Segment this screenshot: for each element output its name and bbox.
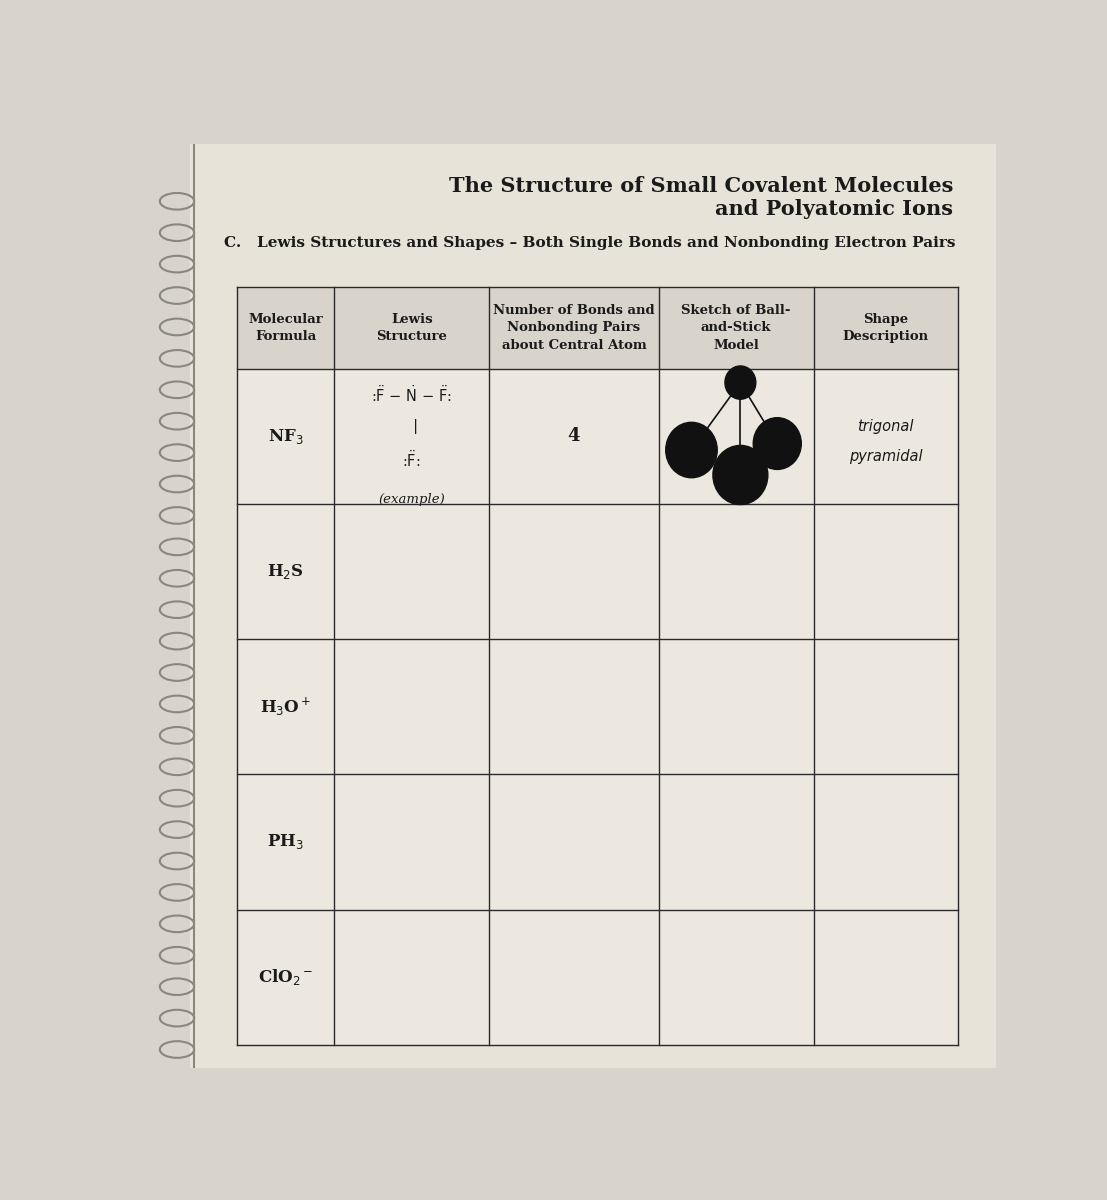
Text: pyramidal: pyramidal: [849, 449, 922, 464]
Text: NF$_3$: NF$_3$: [268, 427, 303, 445]
Text: C.   Lewis Structures and Shapes – Both Single Bonds and Nonbonding Electron Pai: C. Lewis Structures and Shapes – Both Si…: [224, 236, 955, 251]
Text: (example): (example): [379, 492, 445, 505]
Text: and Polyatomic Ions: and Polyatomic Ions: [715, 199, 953, 220]
Circle shape: [725, 366, 756, 400]
Circle shape: [665, 422, 717, 478]
Text: The Structure of Small Covalent Molecules: The Structure of Small Covalent Molecule…: [449, 176, 953, 197]
Text: Shape
Description: Shape Description: [842, 313, 929, 343]
FancyBboxPatch shape: [237, 287, 958, 1045]
Text: 4: 4: [568, 427, 580, 445]
Text: trigonal: trigonal: [858, 420, 914, 434]
FancyBboxPatch shape: [190, 144, 996, 1068]
Circle shape: [713, 445, 768, 504]
Text: Lewis
Structure: Lewis Structure: [376, 313, 447, 343]
Text: Number of Bonds and
Nonbonding Pairs
about Central Atom: Number of Bonds and Nonbonding Pairs abo…: [493, 304, 654, 352]
Text: H$_2$S: H$_2$S: [267, 562, 304, 581]
FancyBboxPatch shape: [237, 287, 958, 368]
Circle shape: [753, 418, 801, 469]
Text: |: |: [413, 420, 418, 434]
Text: Molecular
Formula: Molecular Formula: [248, 313, 323, 343]
Text: PH$_3$: PH$_3$: [267, 833, 304, 852]
Text: H$_3$O$^+$: H$_3$O$^+$: [260, 696, 311, 718]
Text: :$\ddot{\mathrm{F}}$ $-$ $\dot{\mathrm{N}}$ $-$ $\ddot{\mathrm{F}}$:: :$\ddot{\mathrm{F}}$ $-$ $\dot{\mathrm{N…: [371, 384, 453, 406]
Text: ClO$_2$$^-$: ClO$_2$$^-$: [258, 967, 313, 988]
Text: :$\ddot{\mathrm{F}}$:: :$\ddot{\mathrm{F}}$:: [403, 449, 421, 469]
Text: Sketch of Ball-
and-Stick
Model: Sketch of Ball- and-Stick Model: [681, 304, 790, 352]
